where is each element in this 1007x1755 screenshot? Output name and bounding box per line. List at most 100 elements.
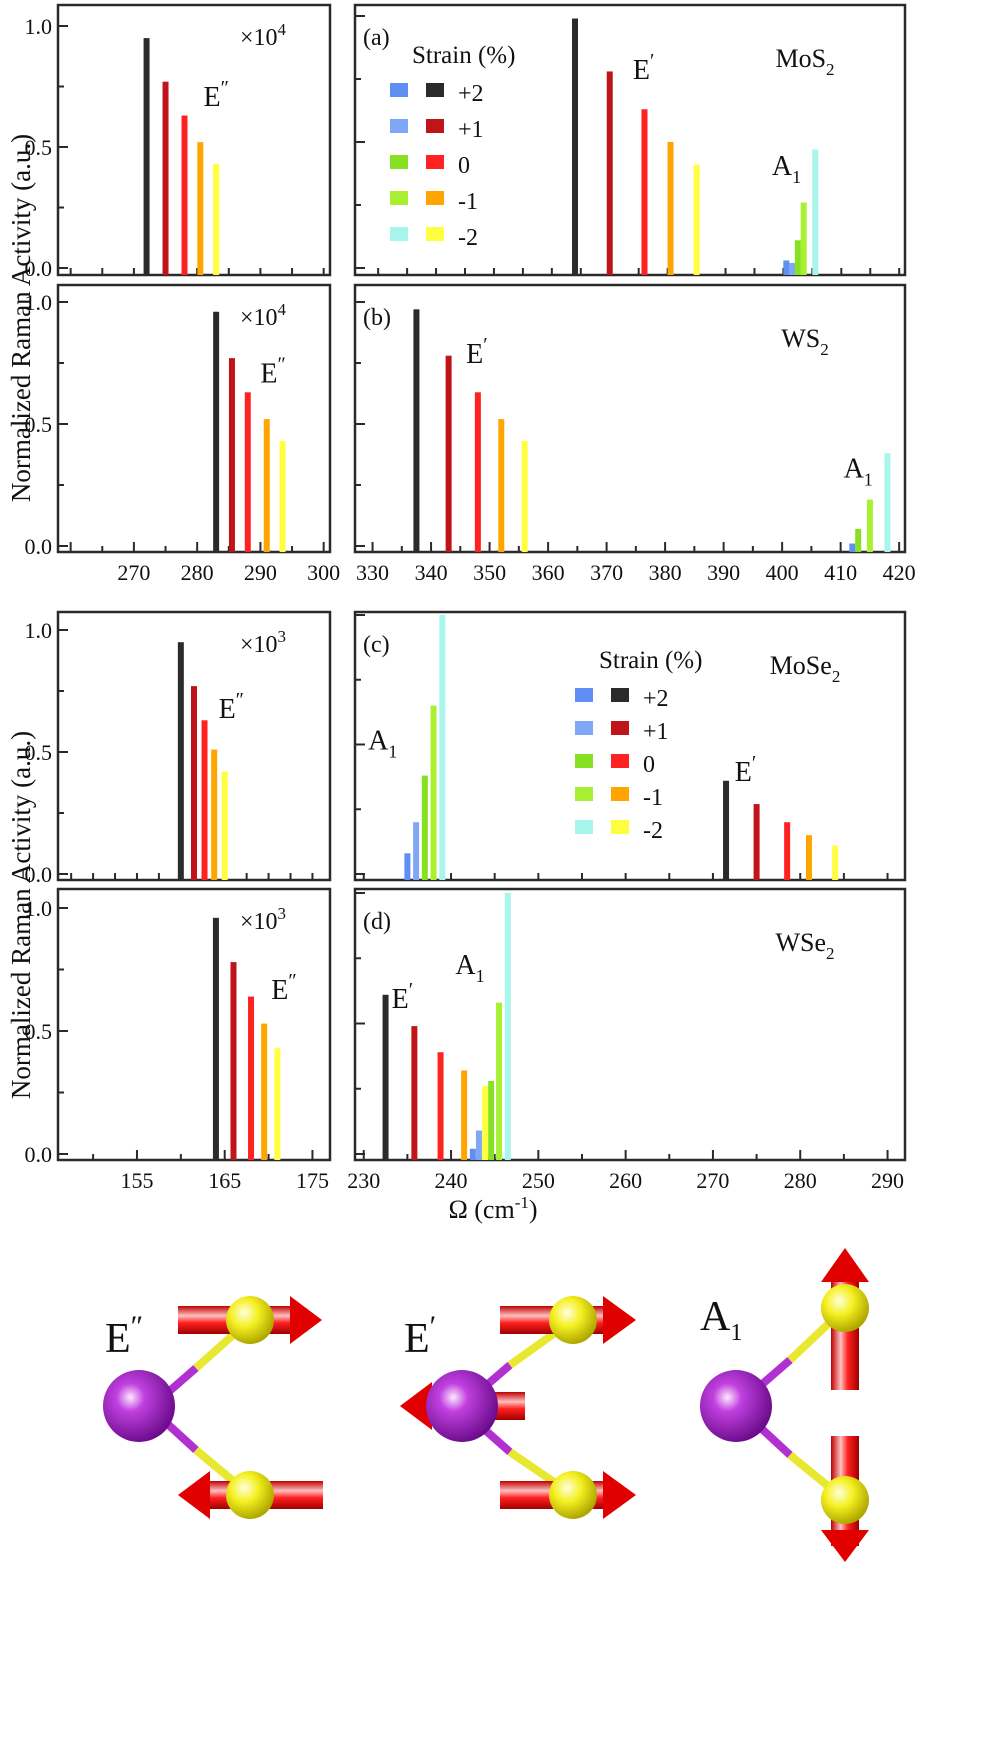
- material-title: MoSe2: [770, 651, 841, 686]
- legend-swatch-orange: [611, 787, 629, 801]
- legend-label: -2: [458, 225, 478, 251]
- legend-label: 0: [458, 153, 470, 179]
- material-title: WSe2: [775, 928, 834, 963]
- legend-title: Strain (%): [412, 42, 515, 69]
- x-tick-label: 175: [296, 1168, 329, 1193]
- legend-label: +1: [643, 719, 669, 745]
- legend-swatch-black: [611, 688, 629, 702]
- legend-swatch-yellow: [611, 820, 629, 834]
- bar-lightgreen: [430, 705, 437, 880]
- bar-darkred: [445, 355, 452, 552]
- x-tick-label: 290: [871, 1168, 904, 1193]
- panel-letter: (c): [363, 632, 390, 658]
- bar-red: [201, 720, 208, 880]
- bar-black: [177, 642, 184, 880]
- metal-atom: [426, 1370, 498, 1442]
- x-tick-label: 400: [766, 560, 799, 585]
- bar-cyan: [504, 893, 511, 1160]
- legend-label: -1: [643, 785, 663, 811]
- x-tick-label: 420: [883, 560, 916, 585]
- panel-l1: 0.0 0.5 1.0 ×104 E″: [25, 3, 332, 281]
- panel-frame: [353, 3, 907, 277]
- scale-label: ×104: [240, 20, 287, 51]
- peak-label: E′: [466, 334, 487, 370]
- legend-swatch-lightgreen: [390, 191, 408, 205]
- y-tick-label: 0.5: [25, 412, 53, 437]
- bar-green: [421, 775, 428, 880]
- bar-black: [382, 994, 389, 1160]
- y-axis-label-top: Normalized Raman Activity (a.u.): [6, 134, 36, 502]
- bar-orange: [197, 142, 204, 275]
- legend-label: 0: [643, 752, 655, 778]
- x-tick-label: 290: [244, 560, 277, 585]
- peak-label: E″: [203, 77, 228, 113]
- legend-title: Strain (%): [599, 647, 702, 674]
- peak-label: E″: [260, 354, 285, 390]
- panel-letter: (b): [363, 305, 391, 331]
- x-tick-label: 280: [784, 1168, 817, 1193]
- peak-label: E′: [392, 979, 413, 1015]
- mode-e-double-prime: E″: [103, 1296, 323, 1519]
- y-tick-label: 1.0: [25, 14, 53, 39]
- bar-darkred: [753, 804, 760, 880]
- panel-frame: [353, 283, 907, 554]
- peak-label: E′: [633, 50, 654, 86]
- bar-lightblue: [789, 262, 796, 275]
- legend-swatch-darkred: [611, 721, 629, 735]
- x-tick-label: 300: [307, 560, 340, 585]
- legend-swatch-lightgreen: [575, 787, 593, 801]
- legend-label: +2: [643, 686, 669, 712]
- chalcogen-atom: [226, 1296, 274, 1344]
- bar-orange: [667, 142, 674, 275]
- y-tick-label: 0.5: [25, 740, 53, 765]
- bar-yellow: [213, 163, 220, 275]
- bar-blue: [404, 853, 411, 880]
- panel-r3: (c) MoSe2 E′ A1: [353, 610, 907, 882]
- peak-label: E′: [735, 752, 756, 788]
- chalcogen-atom: [549, 1471, 597, 1519]
- scale-label: ×103: [240, 627, 286, 658]
- x-tick-label: 340: [415, 560, 448, 585]
- bar-red: [181, 115, 188, 275]
- x-tick-label: 410: [824, 560, 857, 585]
- panel-frame: [56, 3, 332, 277]
- mode-label-e-prime: E′: [404, 1310, 436, 1362]
- bar-red: [437, 1052, 444, 1160]
- bar-darkred: [230, 962, 237, 1160]
- bar-darkred: [606, 71, 613, 275]
- x-tick-label: 270: [117, 560, 150, 585]
- bar-lightblue: [475, 1130, 482, 1160]
- panel-frame: [56, 887, 332, 1162]
- scale-label: ×104: [240, 300, 287, 331]
- bar-yellow: [482, 1086, 489, 1160]
- bar-black: [572, 18, 578, 276]
- legend-swatch-darkred: [426, 119, 444, 133]
- metal-atom: [103, 1370, 175, 1442]
- bar-darkred: [191, 686, 197, 880]
- y-tick-label: 0.0: [25, 256, 53, 281]
- mode-e-prime: E′: [400, 1296, 636, 1519]
- peak-label: A1: [844, 454, 873, 490]
- peak-label: A1: [772, 151, 801, 187]
- legend-label: +1: [458, 117, 484, 143]
- y-tick-label: 0.5: [25, 135, 53, 160]
- legend-swatch-cyan: [575, 820, 593, 834]
- bar-red: [248, 996, 255, 1160]
- legend-swatch-orange: [426, 191, 444, 205]
- bar-yellow: [221, 771, 228, 880]
- panel-r2: 330 340 350 360 370 380 390 400 410 420 (b) WS2 E′ A1: [353, 283, 916, 585]
- bar-orange: [261, 1023, 268, 1160]
- bar-blue: [783, 260, 790, 275]
- legend-swatch-yellow: [426, 227, 444, 241]
- arrow-head-right: [603, 1296, 636, 1344]
- legend: Strain (%) +2 +1 0 -1 -2: [575, 647, 702, 844]
- y-axis-label-bottom: Normalized Raman Activity (a.u.): [6, 731, 36, 1099]
- panel-l4: 0.0 0.5 1.0 155 165 175 ×103 E″: [25, 887, 332, 1193]
- bar-cyan: [812, 149, 819, 275]
- panel-frame: [56, 283, 332, 554]
- legend-label: +2: [458, 81, 484, 107]
- bar-red: [641, 109, 648, 276]
- arrow-head-right: [603, 1471, 636, 1519]
- x-tick-label: 230: [347, 1168, 380, 1193]
- arrow-head-left: [178, 1471, 210, 1519]
